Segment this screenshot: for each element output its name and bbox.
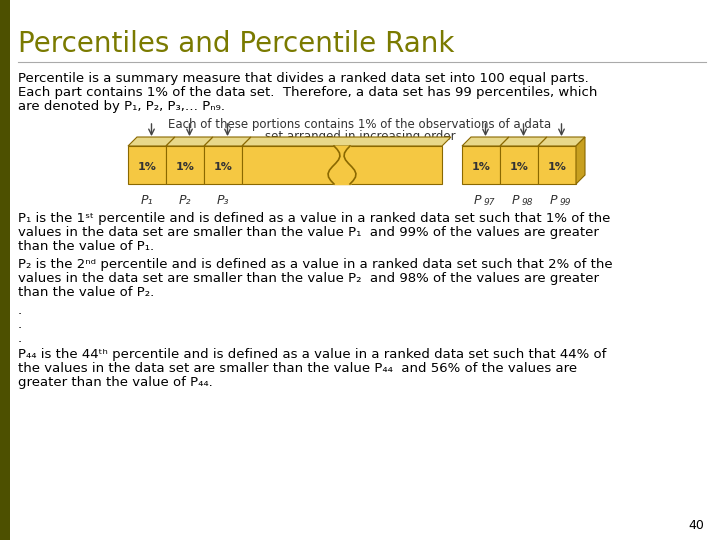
Polygon shape xyxy=(128,137,175,146)
Text: P: P xyxy=(511,194,518,207)
Bar xyxy=(0,0,10,540)
Text: P₁: P₁ xyxy=(140,194,153,207)
Polygon shape xyxy=(242,137,451,146)
Bar xyxy=(166,146,204,184)
Text: P₂ is the 2ⁿᵈ percentile and is defined as a value in a ranked data set such tha: P₂ is the 2ⁿᵈ percentile and is defined … xyxy=(18,258,613,271)
Text: 99: 99 xyxy=(560,198,572,207)
Text: 1%: 1% xyxy=(214,162,233,172)
Text: Each part contains 1% of the data set.  Therefore, a data set has 99 percentiles: Each part contains 1% of the data set. T… xyxy=(18,86,598,99)
Text: P: P xyxy=(549,194,557,207)
Text: Each of these portions contains 1% of the observations of a data: Each of these portions contains 1% of th… xyxy=(168,118,552,131)
Bar xyxy=(128,146,166,184)
Text: 1%: 1% xyxy=(548,162,567,172)
Text: the values in the data set are smaller than the value P₄₄  and 56% of the values: the values in the data set are smaller t… xyxy=(18,362,577,375)
Polygon shape xyxy=(204,137,251,146)
Text: values in the data set are smaller than the value P₂  and 98% of the values are : values in the data set are smaller than … xyxy=(18,272,599,285)
Bar xyxy=(204,146,242,184)
Polygon shape xyxy=(576,137,585,184)
Polygon shape xyxy=(500,137,547,146)
Text: P₃: P₃ xyxy=(217,194,229,207)
Text: P: P xyxy=(473,194,481,207)
Bar xyxy=(242,146,442,184)
Text: set arranged in increasing order: set arranged in increasing order xyxy=(265,130,455,143)
Text: 1%: 1% xyxy=(510,162,528,172)
Text: Percentile is a summary measure that divides a ranked data set into 100 equal pa: Percentile is a summary measure that div… xyxy=(18,72,589,85)
Text: .: . xyxy=(18,304,22,317)
Text: P₁ is the 1ˢᵗ percentile and is defined as a value in a ranked data set such tha: P₁ is the 1ˢᵗ percentile and is defined … xyxy=(18,212,611,225)
Text: 98: 98 xyxy=(522,198,534,207)
Text: .: . xyxy=(18,332,22,345)
Text: P₂: P₂ xyxy=(179,194,192,207)
Polygon shape xyxy=(166,137,213,146)
Text: 1%: 1% xyxy=(138,162,156,172)
Text: are denoted by P₁, P₂, P₃,… Pₙ₉.: are denoted by P₁, P₂, P₃,… Pₙ₉. xyxy=(18,100,225,113)
Text: 1%: 1% xyxy=(472,162,490,172)
Polygon shape xyxy=(462,137,509,146)
Bar xyxy=(462,146,500,184)
Text: .: . xyxy=(18,318,22,331)
Text: than the value of P₁.: than the value of P₁. xyxy=(18,240,154,253)
Text: 97: 97 xyxy=(484,198,495,207)
Text: Percentiles and Percentile Rank: Percentiles and Percentile Rank xyxy=(18,30,454,58)
Polygon shape xyxy=(538,137,585,146)
Bar xyxy=(500,146,538,184)
Text: P₄₄ is the 44ᵗʰ percentile and is defined as a value in a ranked data set such t: P₄₄ is the 44ᵗʰ percentile and is define… xyxy=(18,348,606,361)
Text: values in the data set are smaller than the value P₁  and 99% of the values are : values in the data set are smaller than … xyxy=(18,226,599,239)
Text: greater than the value of P₄₄.: greater than the value of P₄₄. xyxy=(18,376,212,389)
Bar xyxy=(538,146,576,184)
Text: 1%: 1% xyxy=(176,162,194,172)
Text: 40: 40 xyxy=(688,519,704,532)
Text: than the value of P₂.: than the value of P₂. xyxy=(18,286,154,299)
